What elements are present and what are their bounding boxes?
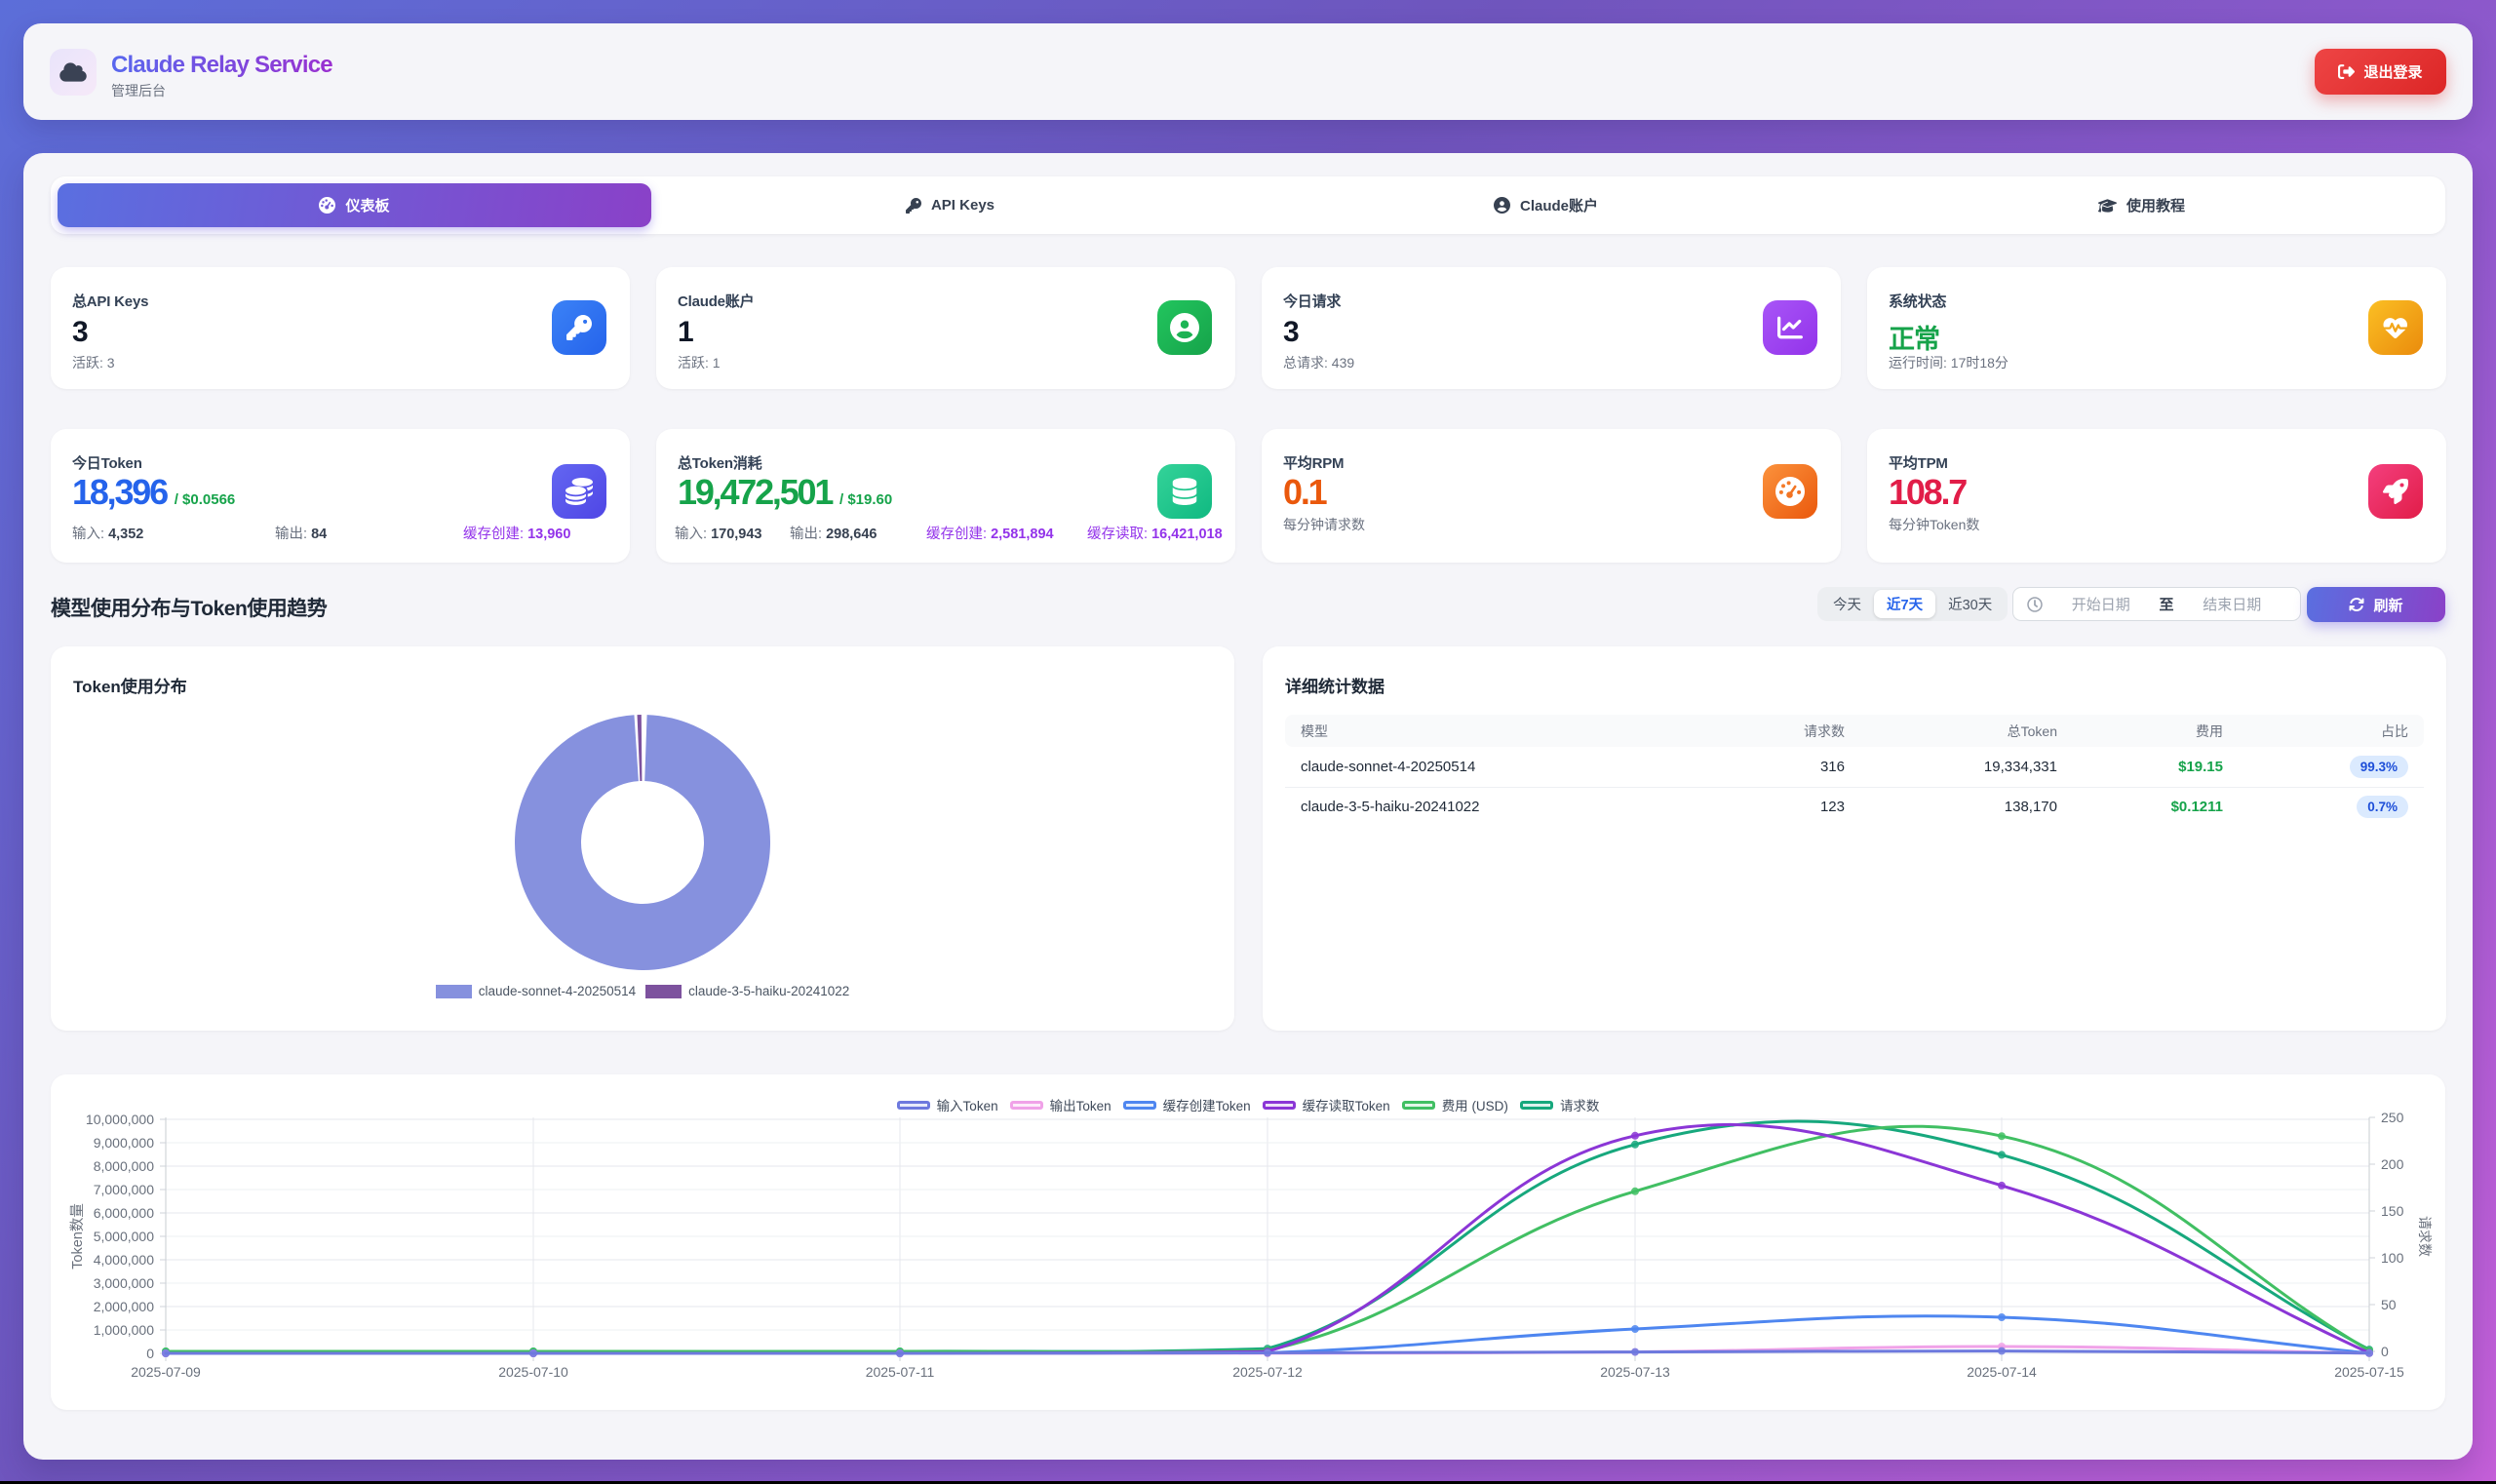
svg-text:50: 50 bbox=[2381, 1297, 2397, 1312]
svg-text:1,000,000: 1,000,000 bbox=[94, 1322, 154, 1338]
svg-text:10,000,000: 10,000,000 bbox=[86, 1112, 154, 1127]
svg-text:0: 0 bbox=[146, 1346, 154, 1361]
svg-text:请求数: 请求数 bbox=[2417, 1216, 2433, 1257]
svg-text:2025-07-09: 2025-07-09 bbox=[131, 1364, 201, 1380]
svg-text:2025-07-13: 2025-07-13 bbox=[1600, 1364, 1670, 1380]
svg-text:250: 250 bbox=[2381, 1110, 2404, 1125]
svg-text:5,000,000: 5,000,000 bbox=[94, 1229, 154, 1244]
svg-text:200: 200 bbox=[2381, 1156, 2404, 1172]
svg-text:8,000,000: 8,000,000 bbox=[94, 1158, 154, 1174]
svg-text:2,000,000: 2,000,000 bbox=[94, 1299, 154, 1314]
svg-text:3,000,000: 3,000,000 bbox=[94, 1275, 154, 1291]
svg-text:2025-07-12: 2025-07-12 bbox=[1232, 1364, 1303, 1380]
svg-text:7,000,000: 7,000,000 bbox=[94, 1182, 154, 1197]
svg-text:6,000,000: 6,000,000 bbox=[94, 1205, 154, 1221]
svg-text:2025-07-15: 2025-07-15 bbox=[2334, 1364, 2404, 1380]
svg-text:2025-07-11: 2025-07-11 bbox=[866, 1364, 935, 1380]
svg-text:2025-07-14: 2025-07-14 bbox=[1967, 1364, 2037, 1380]
svg-text:4,000,000: 4,000,000 bbox=[94, 1252, 154, 1268]
svg-text:150: 150 bbox=[2381, 1203, 2404, 1219]
svg-text:9,000,000: 9,000,000 bbox=[94, 1135, 154, 1151]
svg-text:2025-07-10: 2025-07-10 bbox=[498, 1364, 568, 1380]
svg-text:0: 0 bbox=[2381, 1344, 2389, 1359]
svg-text:Token数量: Token数量 bbox=[69, 1203, 86, 1269]
svg-text:100: 100 bbox=[2381, 1250, 2404, 1266]
